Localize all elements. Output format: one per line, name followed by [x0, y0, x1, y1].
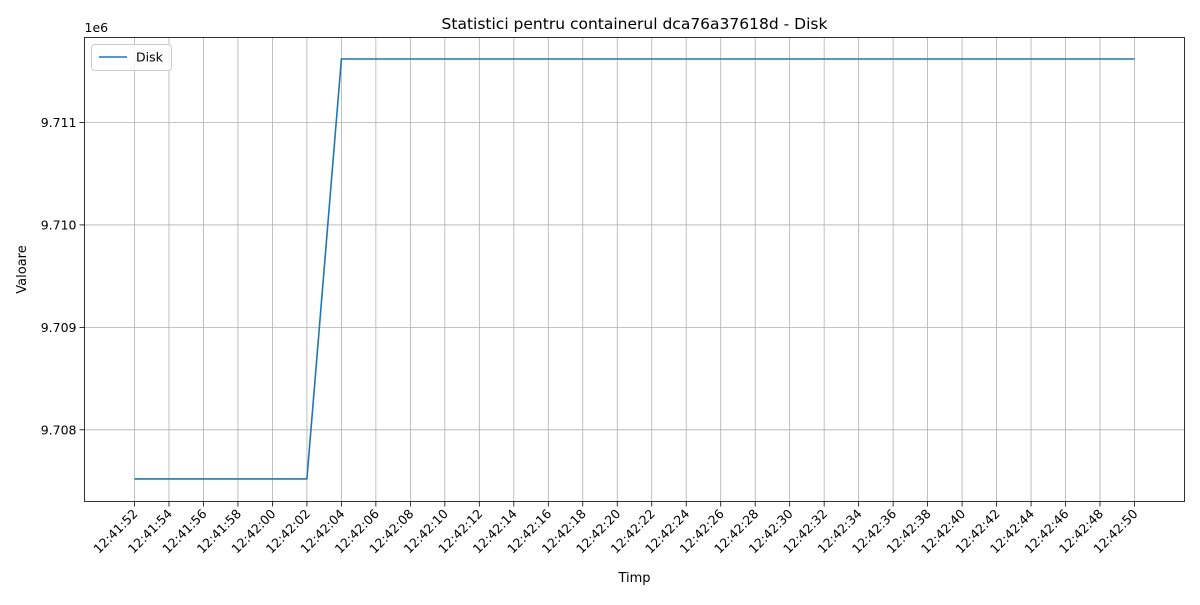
legend-label: Disk [136, 50, 164, 65]
grid [84, 37, 1185, 502]
y-tick-label: 9.708 [41, 422, 77, 437]
x-axis: 12:41:5212:41:5412:41:5612:41:5812:42:00… [90, 501, 1141, 556]
y-axis: 9.708 9.709 9.710 9.711 [41, 115, 85, 437]
x-axis-label: Timp [617, 571, 650, 586]
legend: Disk [91, 44, 172, 71]
series-line-disk [134, 58, 1135, 480]
plot-frame [84, 37, 1185, 502]
series-layer [134, 58, 1135, 480]
legend-box [91, 44, 172, 71]
chart-title: Statistici pentru containerul dca76a3761… [442, 15, 828, 33]
y-tick-label: 9.711 [41, 115, 77, 130]
y-offset-label: 1e6 [85, 20, 109, 35]
y-tick-label: 9.710 [41, 217, 77, 232]
y-tick-label: 9.709 [41, 320, 77, 335]
y-axis-label: Valoare [15, 245, 30, 293]
